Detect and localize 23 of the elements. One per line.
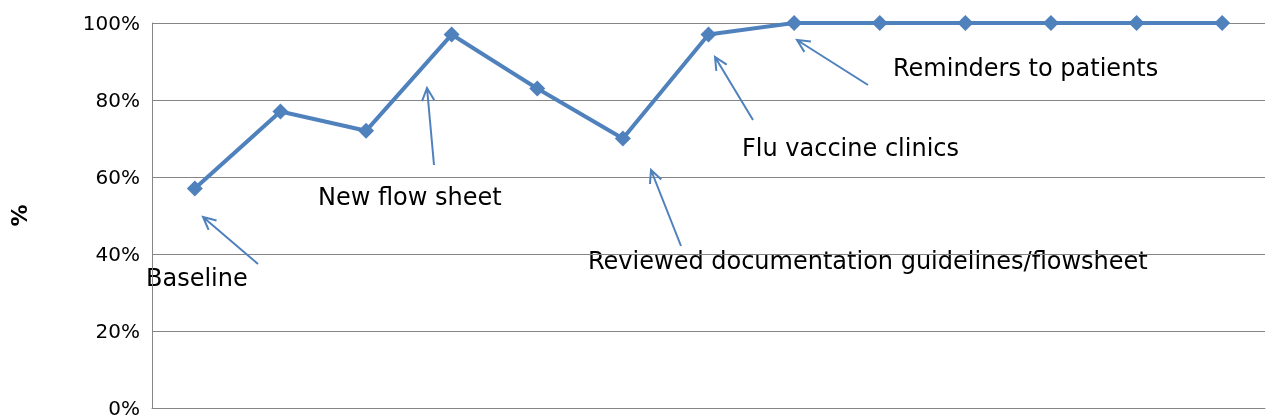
- point: [1128, 15, 1145, 31]
- y-tick-label: 20%: [95, 319, 140, 343]
- y-tick-label: 40%: [95, 242, 140, 266]
- point: [1214, 15, 1231, 31]
- y-tick-label: 60%: [95, 165, 140, 189]
- point: [186, 180, 203, 197]
- annotation: New flow sheet: [318, 183, 502, 211]
- annotation: Reviewed documentation guidelines/flowsheet: [588, 247, 1148, 275]
- point: [529, 80, 546, 97]
- point: [871, 15, 888, 31]
- annotation: Flu vaccine clinics: [742, 134, 959, 162]
- point: [700, 26, 717, 43]
- point: [358, 122, 375, 139]
- point: [272, 103, 289, 120]
- y-tick-label: 0%: [108, 396, 140, 418]
- y-tick-label: 100%: [82, 11, 140, 35]
- annotation: Reminders to patients: [893, 54, 1159, 82]
- point: [443, 26, 460, 43]
- point: [614, 130, 631, 147]
- y-axis-title: %: [6, 204, 32, 227]
- point: [957, 15, 974, 31]
- annotation: Baseline: [146, 264, 248, 292]
- y-tick-label: 80%: [95, 88, 140, 112]
